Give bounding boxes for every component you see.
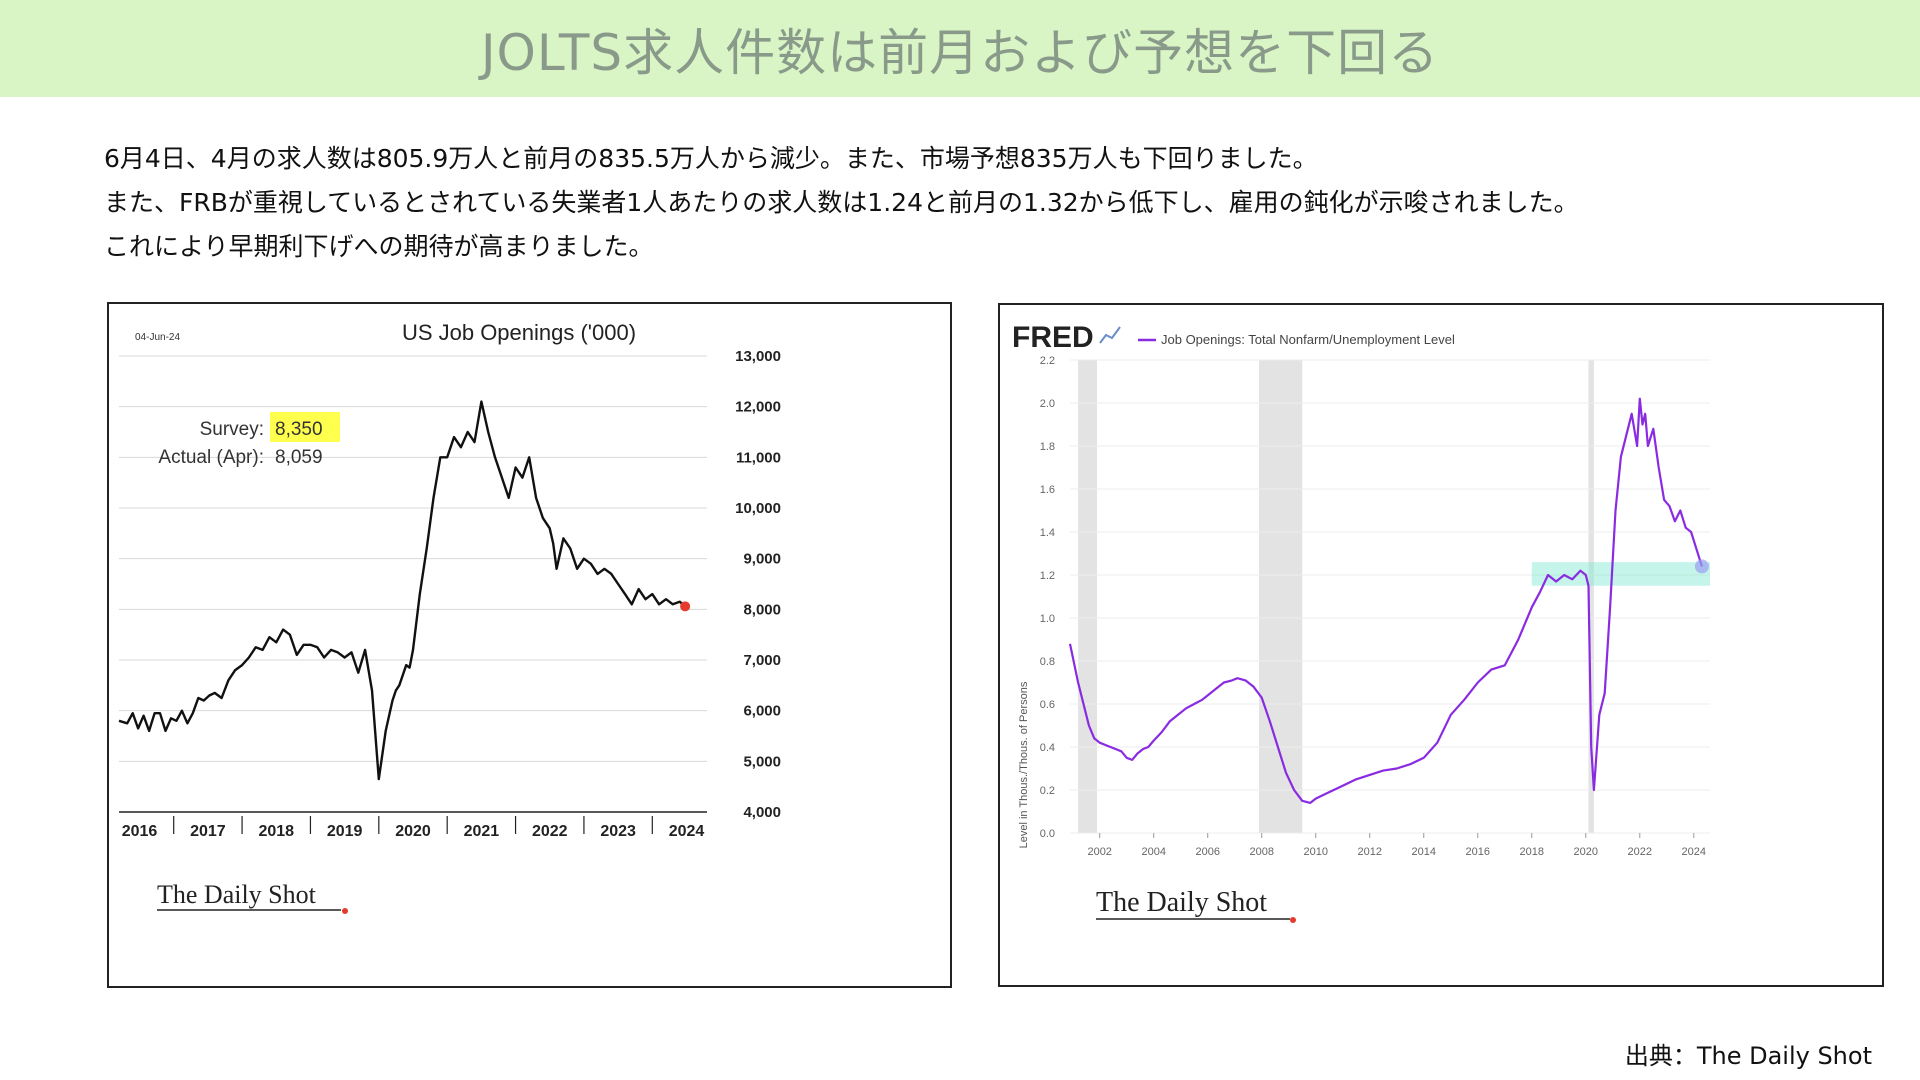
openings-per-unemployed-chart-panel: FRED Job Openings: Total Nonfarm/Unemplo…	[998, 303, 1884, 987]
actual-label: Actual (Apr):	[158, 447, 264, 468]
x-tick-label: 2010	[1303, 846, 1327, 858]
recession-bar	[1588, 360, 1594, 833]
x-axis-ticks: 2002 2004 2006 2008 2010 2012 2014 2016 2018 2020…	[1087, 833, 1706, 858]
y-gridlines	[1070, 359, 1710, 834]
recession-bar	[1078, 360, 1098, 833]
y-tick-label: 0.0	[1040, 828, 1055, 840]
summary-text: 6月4日、4月の求人数は805.9万人と前月の835.5万人から減少。また、市場…	[104, 137, 1884, 269]
x-tick-label: 2017	[190, 823, 226, 840]
summary-line-1: 6月4日、4月の求人数は805.9万人と前月の835.5万人から減少。また、市場…	[104, 144, 1318, 173]
y-tick-label: 12,000	[735, 399, 781, 416]
y-tick-label: 9,000	[743, 551, 781, 568]
y-axis-ticks: 13,000 12,000 11,000 10,000 9,000 8,000 7,000 6…	[735, 348, 781, 821]
y-tick-label: 5,000	[743, 753, 781, 770]
y-tick-label: 6,000	[743, 703, 781, 720]
x-tick-label: 2020	[1574, 846, 1598, 858]
y-tick-label: 0.6	[1040, 699, 1055, 711]
y-tick-label: 1.0	[1040, 613, 1055, 625]
y-tick-label: 1.2	[1040, 570, 1055, 582]
x-tick-label: 2024	[669, 823, 705, 840]
legend-label: Job Openings: Total Nonfarm/Unemployment…	[1161, 332, 1455, 347]
title-banner: JOLTS求人件数は前月および予想を下回る	[0, 0, 1920, 97]
x-tick-label: 2016	[1466, 846, 1490, 858]
latest-value-marker	[1694, 559, 1709, 574]
latest-value-dot	[680, 601, 691, 612]
x-tick-label: 2018	[258, 823, 294, 840]
x-tick-label: 2008	[1249, 846, 1273, 858]
y-tick-label: 4,000	[743, 804, 781, 821]
fred-logo-graph-icon	[1099, 326, 1121, 344]
x-tick-label: 2022	[532, 823, 568, 840]
x-tick-label: 2012	[1358, 846, 1382, 858]
y-tick-label: 1.4	[1040, 527, 1055, 539]
x-tick-label: 2004	[1141, 846, 1165, 858]
job-openings-chart: 04-Jun-24 US Job Openings ('000) 13,0001…	[118, 320, 781, 914]
y-gridlines	[119, 355, 707, 762]
x-tick-label: 2018	[1520, 846, 1544, 858]
x-tick-label: 2006	[1195, 846, 1219, 858]
recession-shading	[1078, 360, 1594, 833]
summary-line-2: また、FRBが重視しているとされている失業者1人あたりの求人数は1.24と前月の…	[104, 188, 1579, 217]
y-tick-label: 1.8	[1040, 441, 1055, 453]
y-axis-ticks: 2.2 2.0 1.8 1.6 1.4 1.2 1.0 0.8 0.6 0.4 0.2 0.0	[1040, 355, 1055, 840]
x-tick-label: 2020	[395, 823, 431, 840]
y-tick-label: 2.0	[1040, 398, 1055, 410]
survey-value: 8,350	[275, 419, 323, 440]
job-openings-chart-panel: 04-Jun-24 US Job Openings ('000) 13,000 1…	[107, 302, 952, 988]
actual-value: 8,059	[275, 447, 323, 468]
y-tick-label: 1.6	[1040, 484, 1055, 496]
survey-label: Survey:	[200, 419, 264, 440]
y-tick-label: 0.8	[1040, 656, 1055, 668]
y-tick-label: 0.2	[1040, 785, 1055, 797]
y-tick-label: 7,000	[743, 652, 781, 669]
summary-line-3: これにより早期利下げへの期待が高まりました。	[104, 232, 654, 261]
fred-logo: FRED	[1012, 321, 1094, 354]
y-tick-label: 0.4	[1040, 742, 1055, 754]
openings-per-unemployed-line	[1068, 397, 1703, 804]
job-openings-line	[118, 400, 686, 781]
x-tick-label: 2023	[600, 823, 636, 840]
watermark-red-dot	[342, 908, 348, 914]
y-tick-label: 13,000	[735, 348, 781, 365]
x-tick-label: 2002	[1087, 846, 1111, 858]
survey-highlight	[270, 412, 340, 442]
chart-title: US Job Openings ('000)	[402, 320, 636, 345]
daily-shot-watermark: The Daily Shot	[157, 880, 317, 909]
page-title: JOLTS求人件数は前月および予想を下回る	[480, 23, 1440, 82]
x-tick-label: 2022	[1628, 846, 1652, 858]
y-axis-label: Level in Thous./Thous. of Persons	[1018, 681, 1030, 848]
daily-shot-watermark: The Daily Shot	[1096, 887, 1267, 918]
source-credit: 出典：The Daily Shot	[1624, 1042, 1872, 1070]
x-tick-label: 2019	[327, 823, 363, 840]
x-tick-label: 2016	[122, 823, 158, 840]
x-tick-label: 2024	[1682, 846, 1706, 858]
y-tick-label: 10,000	[735, 500, 781, 517]
recession-bar	[1259, 360, 1303, 833]
chart-date-label: 04-Jun-24	[135, 332, 180, 343]
x-axis: 2016 2017 2018 2019 2020 2021 2022 2023 2024	[119, 811, 707, 840]
watermark-red-dot	[1290, 917, 1296, 923]
x-tick-label: 2014	[1412, 846, 1436, 858]
y-tick-label: 8,000	[743, 601, 781, 618]
openings-per-unemployed-chart: FRED Job Openings: Total Nonfarm/Unemplo…	[1012, 321, 1710, 923]
y-tick-label: 11,000	[736, 449, 781, 466]
highlight-band	[1531, 562, 1710, 586]
x-tick-label: 2021	[464, 823, 500, 840]
y-tick-label: 2.2	[1040, 355, 1055, 367]
